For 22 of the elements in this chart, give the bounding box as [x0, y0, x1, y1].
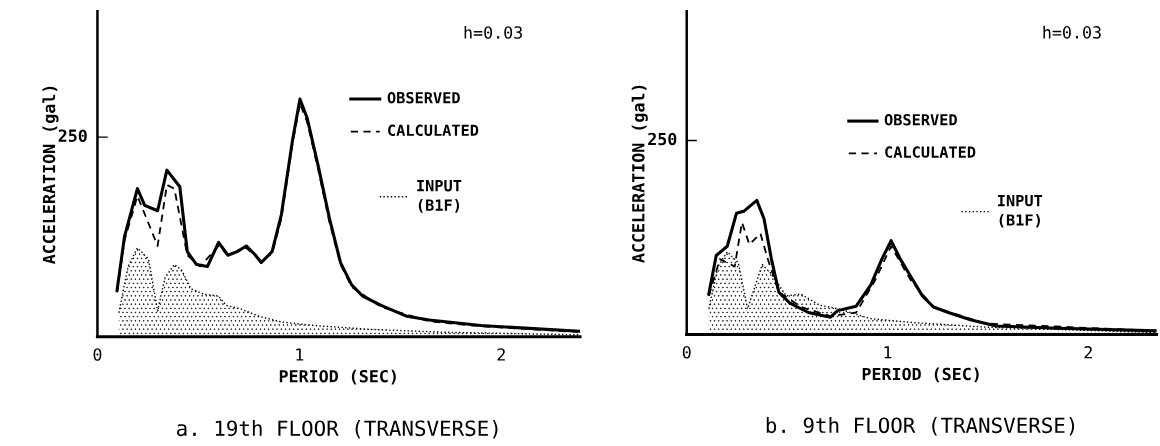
legend-label: INPUT (B1F): [417, 180, 462, 213]
legend-label: INPUT (B1F): [998, 194, 1043, 228]
legend-label: CALCULATED: [885, 146, 976, 158]
text: h=0.03: [1043, 25, 1101, 39]
x-tick-label: 2: [497, 348, 505, 361]
x-tick-label: 1: [296, 348, 304, 361]
legend-label: CALCULATED: [388, 124, 479, 137]
text: 250: [648, 132, 677, 146]
text: a. 19th FLOOR (TRANSVERSE): [177, 420, 498, 439]
text: h=0.03: [464, 25, 522, 39]
y-axis-title: ACCELERATION (gal): [631, 85, 648, 263]
legend-label: OBSERVED: [387, 91, 460, 104]
x-tick-label: 0: [93, 348, 102, 361]
text: 250: [58, 129, 87, 142]
text: b. 9th FLOOR (TRANSVERSE): [766, 417, 1075, 436]
x-tick-label: 1: [884, 346, 892, 359]
x-tick-label: 0: [682, 345, 691, 359]
x-tick-label: 2: [1084, 345, 1092, 359]
x-axis-title: PERIOD (SEC): [862, 367, 979, 383]
x-axis-title: PERIOD (SEC): [279, 369, 396, 385]
legend-label: OBSERVED: [884, 113, 957, 126]
y-axis-title: ACCELERATION (gal): [42, 86, 59, 264]
